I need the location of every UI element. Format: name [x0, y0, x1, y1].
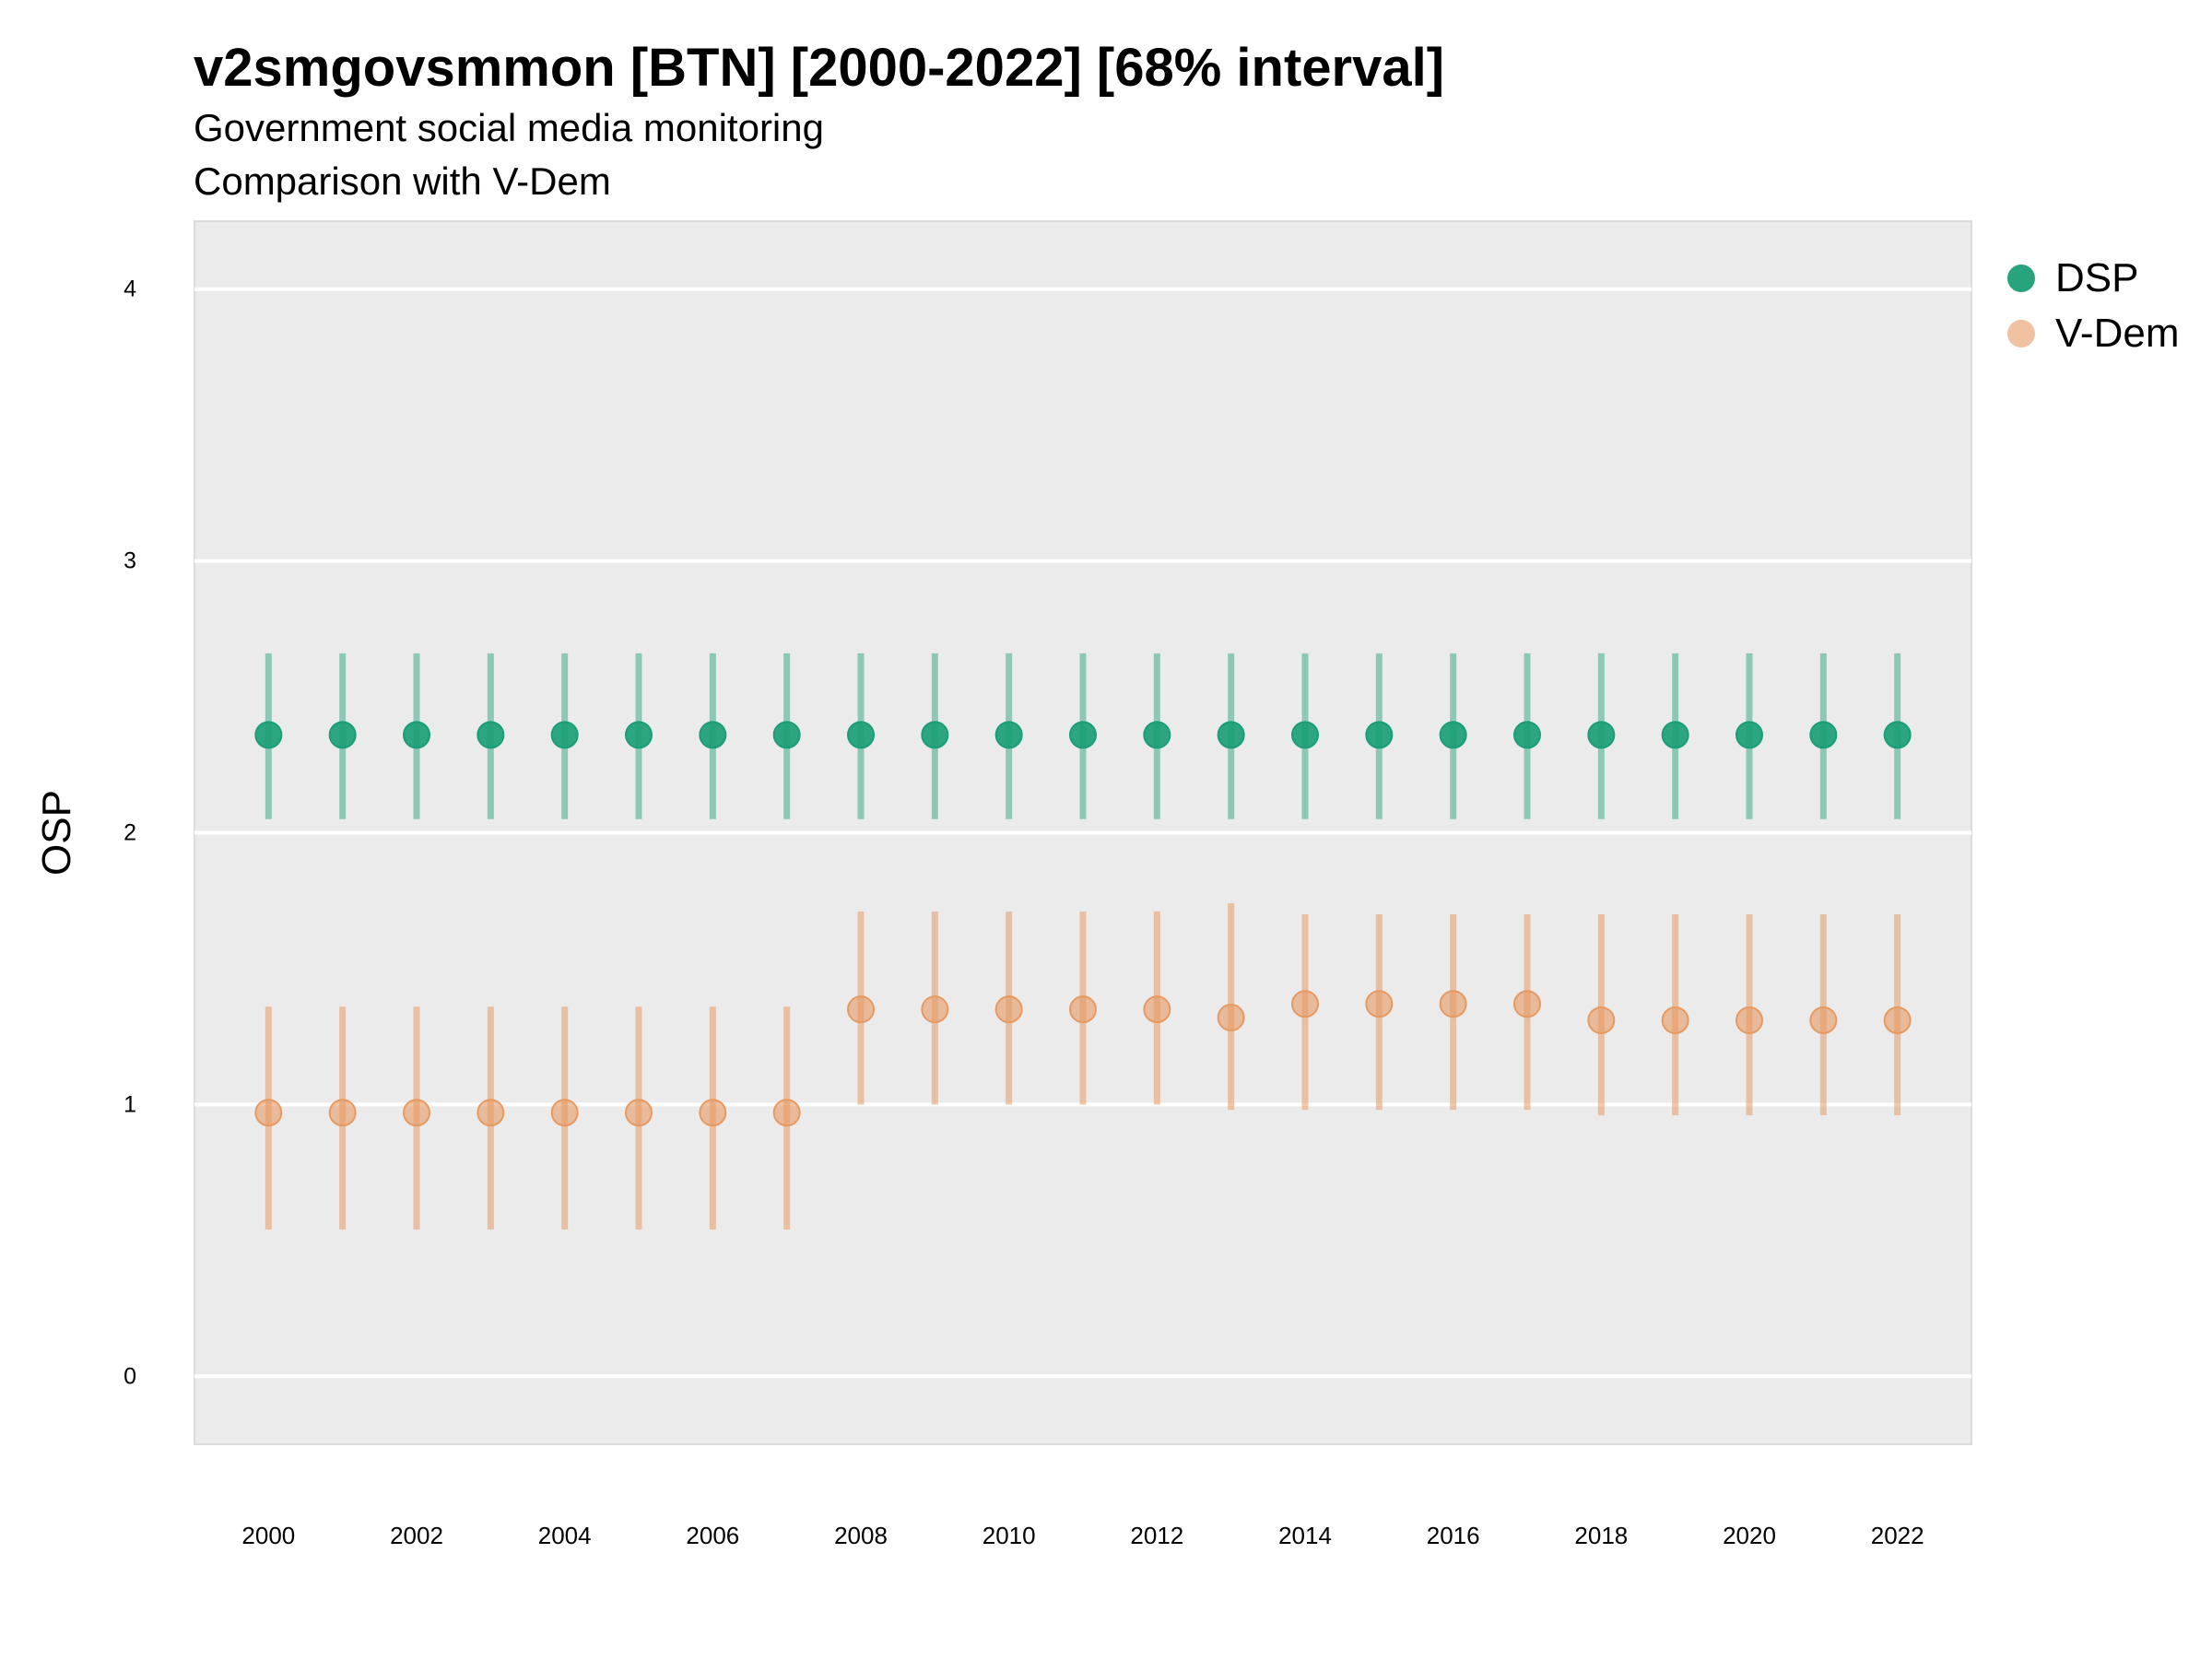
x-tick-label: 2000: [241, 1522, 295, 1549]
x-tick-label: 2018: [1574, 1522, 1628, 1549]
data-point: [994, 995, 1023, 1024]
legend-swatch-dsp: [2007, 265, 2035, 292]
series-dsp: [254, 653, 1912, 819]
x-tick-label: 2006: [686, 1522, 739, 1549]
data-point: [1291, 990, 1319, 1018]
data-point: [254, 721, 283, 749]
legend: DSP V-Dem: [2000, 251, 2179, 361]
x-tick-label: 2020: [1723, 1522, 1776, 1549]
data-point: [625, 721, 653, 749]
legend-item-dsp: DSP: [2000, 251, 2179, 306]
data-point: [1735, 721, 1763, 749]
data-point: [1661, 1006, 1689, 1034]
x-tick-label: 2014: [1278, 1522, 1332, 1549]
series-v-dem: [254, 903, 1912, 1230]
data-point: [1809, 721, 1838, 749]
data-point: [1661, 721, 1689, 749]
data-point: [477, 721, 505, 749]
y-tick-label: 3: [124, 548, 136, 574]
data-point: [1587, 1006, 1616, 1034]
data-point: [550, 1099, 579, 1127]
data-point: [1513, 990, 1541, 1018]
data-point: [1587, 721, 1616, 749]
data-point: [403, 1099, 430, 1127]
legend-label-dsp: DSP: [2055, 255, 2139, 300]
legend-item-vdem: V-Dem: [2000, 306, 2179, 361]
data-point: [699, 721, 727, 749]
data-point: [1291, 721, 1319, 749]
data-point: [328, 1099, 357, 1127]
data-point: [328, 721, 357, 749]
x-tick-label: 2012: [1130, 1522, 1183, 1549]
x-axis: 2000 2002 2004 2006 2008 2010 2012 2014 2016 2018…: [241, 1522, 1924, 1549]
x-tick-label: 2016: [1427, 1522, 1480, 1549]
y-tick-label: 0: [124, 1363, 136, 1389]
data-point: [772, 1099, 801, 1127]
data-point: [1735, 1006, 1763, 1034]
data-point: [847, 995, 875, 1024]
data-point: [1439, 990, 1467, 1018]
data-point: [1883, 1006, 1912, 1034]
plot-series: [254, 653, 1912, 1230]
data-point: [477, 1099, 505, 1127]
x-tick-label: 2022: [1871, 1522, 1924, 1549]
data-point: [1365, 721, 1394, 749]
data-point: [1365, 990, 1394, 1018]
data-point: [1217, 721, 1245, 749]
data-point: [1883, 721, 1912, 749]
x-tick-label: 2002: [390, 1522, 443, 1549]
data-point: [1809, 1006, 1838, 1034]
data-point: [1143, 995, 1171, 1024]
chart-subtitle: Government social media monitoring: [194, 106, 824, 149]
y-axis: 0 1 2 3 4: [124, 276, 136, 1390]
data-point: [625, 1099, 653, 1127]
y-tick-label: 2: [124, 820, 136, 846]
data-point: [1513, 721, 1541, 749]
x-tick-label: 2008: [834, 1522, 888, 1549]
y-tick-label: 1: [124, 1091, 136, 1117]
chart-title: v2smgovsmmon [BTN] [2000-2022] [68% inte…: [194, 38, 1445, 98]
data-point: [1143, 721, 1171, 749]
x-tick-label: 2010: [982, 1522, 1036, 1549]
chart-subtitle-2: Comparison with V-Dem: [194, 159, 611, 203]
y-tick-label: 4: [124, 276, 136, 302]
data-point: [699, 1099, 727, 1127]
data-point: [1069, 995, 1097, 1024]
data-point: [994, 721, 1023, 749]
legend-swatch-vdem: [2007, 320, 2035, 347]
data-point: [1069, 721, 1097, 749]
x-tick-label: 2004: [538, 1522, 592, 1549]
data-point: [254, 1099, 283, 1127]
y-axis-label: OSP: [34, 790, 79, 876]
data-point: [921, 995, 949, 1024]
data-point: [772, 721, 801, 749]
data-point: [550, 721, 579, 749]
legend-label-vdem: V-Dem: [2055, 311, 2180, 356]
data-point: [921, 721, 949, 749]
data-point: [1217, 1004, 1245, 1032]
data-point: [847, 721, 875, 749]
data-point: [403, 721, 430, 749]
data-point: [1439, 721, 1467, 749]
